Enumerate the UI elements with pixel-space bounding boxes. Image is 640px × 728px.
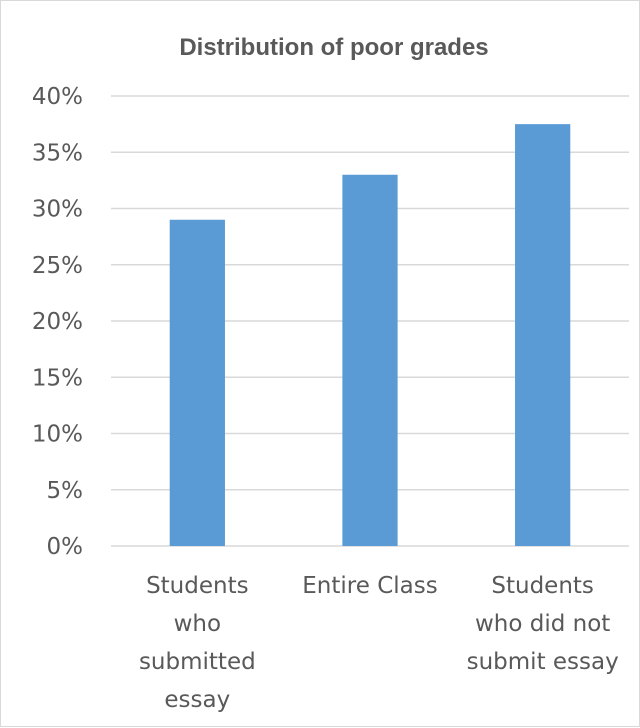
x-category-label: Entire Class [302,573,437,599]
bar [515,124,571,546]
y-tick-label: 30% [32,197,83,223]
y-tick-label: 25% [32,253,83,279]
bars [169,124,571,546]
y-tick-label: 35% [32,140,83,166]
x-category-line: who did not [475,611,610,637]
y-axis: 0% 5% 10% 15% 20% 25% 30% 35% 40% [32,84,83,560]
bar [169,219,225,546]
x-category-line: who [174,611,221,637]
y-tick-label: 20% [32,309,83,335]
x-category-line: Students [146,573,249,599]
x-category-label: Students who submitted essay [139,573,256,713]
y-tick-label: 5% [47,478,84,504]
y-tick-label: 0% [47,534,84,560]
bar [342,174,398,546]
y-tick-label: 10% [32,422,83,448]
x-category-line: essay [164,687,230,713]
x-category-label: Students who did not submit essay [467,573,619,675]
y-tick-label: 40% [32,84,83,110]
y-tick-label: 15% [32,365,83,391]
x-category-line: submitted [139,649,256,675]
chart-title: Distribution of poor grades [179,34,488,61]
x-axis: Students who submitted essay Entire Class Stu… [139,573,619,713]
x-category-line: Students [491,573,594,599]
x-category-line: Entire Class [302,573,437,599]
x-category-line: submit essay [467,649,619,675]
